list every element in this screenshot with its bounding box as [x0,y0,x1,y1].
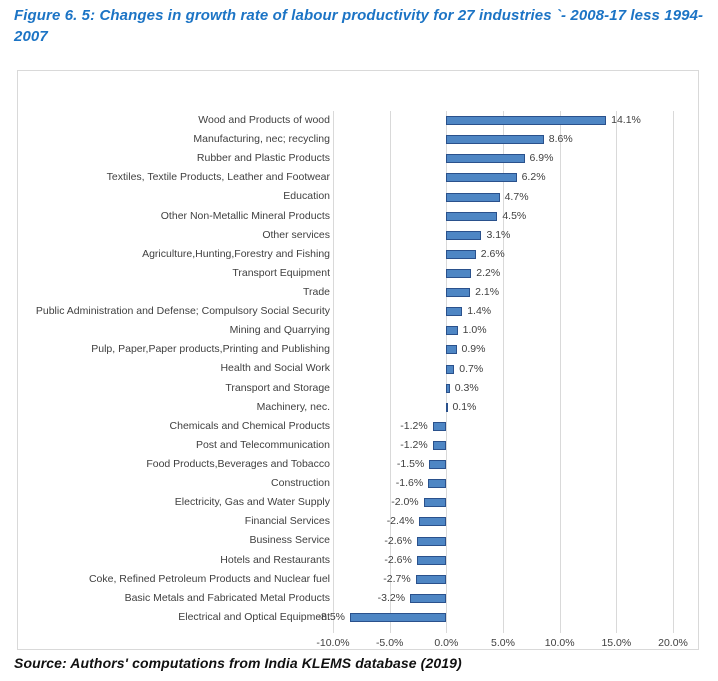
x-tick-label: 10.0% [544,637,575,649]
bar [446,249,476,259]
bar [446,364,455,374]
gridline [503,111,504,633]
bar [446,135,544,145]
data-label: 1.4% [467,305,492,318]
category-label: Electricity, Gas and Water Supply [174,496,330,509]
category-label: Chemicals and Chemical Products [169,419,330,432]
x-tick-label: 0.0% [434,637,459,649]
category-label: Hotels and Restaurants [220,553,330,566]
bar [446,326,458,336]
data-label: 6.2% [521,171,546,184]
category-label: Business Service [249,534,330,547]
category-label: Other services [262,228,330,241]
data-label: 2.1% [475,286,500,299]
data-label: 0.1% [452,400,477,413]
category-label: Financial Services [244,515,330,528]
category-label: Textiles, Textile Products, Leather and … [106,171,330,184]
x-tick-label: -5.0% [375,637,404,649]
data-label: -1.2% [400,438,428,451]
category-label: Agriculture,Hunting,Forestry and Fishing [142,247,330,260]
gridline [559,111,561,633]
bar [446,211,498,221]
category-label: Machinery, nec. [256,400,330,413]
bar [446,230,482,240]
data-label: -2.7% [383,572,411,585]
bar [446,173,517,183]
data-label: 8.6% [548,133,573,146]
data-label: -8.5% [317,610,345,623]
bar [446,116,607,126]
bar [446,307,463,317]
x-tick-label: -10.0% [316,637,350,649]
gridline [616,111,618,633]
data-label: -2.0% [391,496,419,509]
category-label: Construction [271,477,330,490]
data-label: 14.1% [611,114,641,127]
data-label: -1.6% [395,477,424,490]
category-label: Electrical and Optical Equipment [178,610,330,623]
category-label: Food Products,Beverages and Tobacco [146,458,330,470]
figure-title: Figure 6. 5: Changes in growth rate of l… [14,7,704,45]
data-label: 2.2% [476,266,501,279]
data-label: -2.4% [386,515,415,528]
data-label: -2.6% [384,534,412,547]
gridline [333,111,334,633]
category-label: Pulp, Paper,Paper products,Printing and … [91,343,330,356]
category-label: Rubber and Plastic Products [196,152,330,165]
bar [432,421,447,431]
category-label: Transport and Storage [225,381,330,394]
category-label: Wood and Products of wood [198,114,330,126]
data-label: -3.2% [377,591,406,604]
category-label: Public Administration and Defense; Compu… [35,305,330,318]
bar [416,555,447,565]
bar [446,192,500,202]
data-label: -1.5% [396,458,425,471]
bar [410,593,447,603]
bar [446,268,472,278]
x-tick-label: 15.0% [601,637,632,649]
category-label: Post and Telecommunication [195,438,330,451]
data-label: 6.9% [529,152,554,165]
data-label: -2.6% [384,553,412,566]
data-label: -1.2% [400,419,428,432]
x-tick-label: 20.0% [658,637,688,649]
data-label: 0.9% [461,343,486,356]
bar [446,383,450,393]
data-label: 0.3% [454,381,479,394]
bar [432,440,447,450]
data-label: 0.7% [459,362,484,375]
category-label: Mining and Quarrying [229,324,330,337]
bar [419,517,447,527]
source-note: Source: Authors' computations from India… [14,655,462,671]
bar-chart: Wood and Products of wood Manufacturing, … [17,70,699,650]
bar [446,402,449,412]
category-label: Education [283,190,330,203]
category-label: Basic Metals and Fabricated Metal Produc… [124,591,330,604]
category-label: Transport Equipment [232,266,330,279]
bar [446,154,525,164]
bar [423,498,447,508]
category-label: Coke, Refined Petroleum Products and Nuc… [88,572,330,585]
category-label: Manufacturing, nec; recycling [193,133,330,146]
bar [446,288,471,298]
bar [429,460,447,470]
category-label: Health and Social Work [220,362,330,375]
bar [428,479,447,489]
category-label: Other Non-Metallic Mineral Products [160,209,330,222]
data-label: 4.5% [502,209,527,222]
bar [416,536,447,546]
bar [415,574,447,584]
data-label: 1.0% [462,324,487,337]
bar [350,612,447,622]
data-label: 3.1% [486,228,511,241]
bar [446,345,457,355]
gridline [389,111,391,633]
category-label: Trade [302,286,330,298]
data-label: 2.6% [480,247,505,260]
x-tick-label: 5.0% [491,637,515,649]
data-label: 4.7% [504,190,529,203]
gridline [673,111,674,633]
